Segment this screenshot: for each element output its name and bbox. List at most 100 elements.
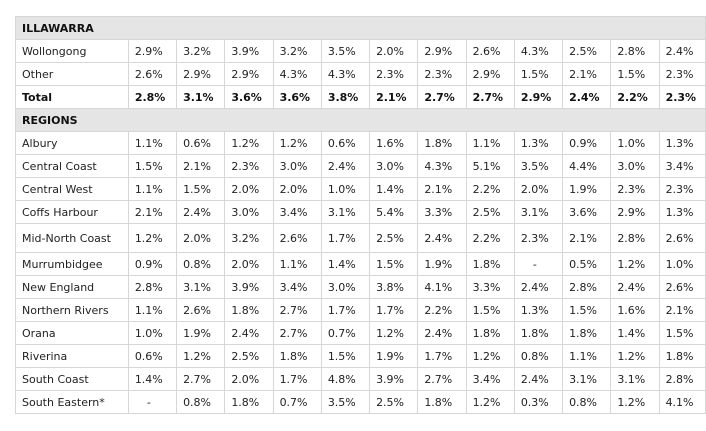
value-cell: 0.9% xyxy=(127,252,178,276)
value-cell: 1.2% xyxy=(127,223,178,253)
value-cell: 1.1% xyxy=(127,177,178,201)
value-cell: 2.3% xyxy=(417,62,467,86)
value-cell: 1.8% xyxy=(272,344,322,368)
value-cell: 2.7% xyxy=(272,298,322,322)
value-cell: 1.5% xyxy=(320,344,371,368)
value-cell: 3.5% xyxy=(320,390,371,414)
value-cell: 3.1% xyxy=(176,275,226,299)
value-cell: 1.8% xyxy=(224,390,274,414)
value-cell: 2.8% xyxy=(658,367,706,391)
value-cell: 1.4% xyxy=(320,252,371,276)
row-label: Albury xyxy=(15,131,129,155)
table-row: Murrumbidgee 0.9% 0.8% 2.0% 1.1% 1.4% 1.5% 1.9%… xyxy=(15,252,706,276)
value-cell: 0.6% xyxy=(127,344,178,368)
value-cell: 4.4% xyxy=(562,154,612,178)
value-cell: 2.5% xyxy=(224,344,274,368)
value-cell: 2.6% xyxy=(272,223,322,253)
value-cell: 2.0% xyxy=(369,39,419,63)
value-cell: 2.3% xyxy=(658,85,706,109)
value-cell: 0.8% xyxy=(513,344,564,368)
value-cell: 2.8% xyxy=(127,275,178,299)
row-label: Total xyxy=(15,85,129,109)
value-cell: 2.2% xyxy=(465,177,515,201)
table-row: Coffs Harbour 2.1% 2.4% 3.0% 3.4% 3.1% 5.4% 3.3… xyxy=(15,200,706,224)
value-cell: 2.1% xyxy=(562,62,612,86)
value-cell: 1.2% xyxy=(465,390,515,414)
value-cell: 1.9% xyxy=(562,177,612,201)
value-cell: 1.8% xyxy=(417,131,467,155)
value-cell: 1.4% xyxy=(610,321,660,345)
value-cell: 0.9% xyxy=(562,131,612,155)
value-cell: 2.1% xyxy=(658,298,706,322)
value-cell: 2.4% xyxy=(417,321,467,345)
value-cell: 2.9% xyxy=(513,85,564,109)
value-cell: 1.6% xyxy=(610,298,660,322)
value-cell: 1.2% xyxy=(610,390,660,414)
value-cell: 1.5% xyxy=(610,62,660,86)
value-cell: 3.4% xyxy=(272,200,322,224)
value-cell: 1.2% xyxy=(224,131,274,155)
value-cell: 2.9% xyxy=(176,62,226,86)
value-cell: 1.5% xyxy=(465,298,515,322)
value-cell: 3.8% xyxy=(320,85,371,109)
vacancy-rate-table: ILLAWARRA Wollongong 2.9% 3.2% 3.9% 3.2% 3.5% 2… xyxy=(15,16,706,414)
value-cell: 2.9% xyxy=(610,200,660,224)
value-cell: 1.0% xyxy=(127,321,178,345)
value-cell: 2.4% xyxy=(562,85,612,109)
value-cell: 2.0% xyxy=(272,177,322,201)
row-label: Murrumbidgee xyxy=(15,252,129,276)
table-row: Total 2.8% 3.1% 3.6% 3.6% 3.8% 2.1% 2.7% 2.7% 2.9… xyxy=(15,85,706,109)
value-cell: 3.9% xyxy=(224,275,274,299)
value-cell: 1.8% xyxy=(658,344,706,368)
value-cell: 2.4% xyxy=(513,367,564,391)
section-header-row-illawarra: ILLAWARRA xyxy=(15,16,706,40)
value-cell: 1.5% xyxy=(562,298,612,322)
value-cell: 4.1% xyxy=(417,275,467,299)
value-cell: 1.0% xyxy=(610,131,660,155)
value-cell: 1.4% xyxy=(369,177,419,201)
value-cell: 2.6% xyxy=(658,275,706,299)
row-label: Wollongong xyxy=(15,39,129,63)
table-row: Northern Rivers 1.1% 2.6% 1.8% 2.7% 1.7% 1.7% 2… xyxy=(15,298,706,322)
value-cell: 1.3% xyxy=(513,131,564,155)
value-cell: 0.6% xyxy=(320,131,371,155)
value-cell: 0.8% xyxy=(176,252,226,276)
value-cell: 1.7% xyxy=(320,298,371,322)
value-cell: 2.1% xyxy=(176,154,226,178)
value-cell: 1.2% xyxy=(465,344,515,368)
value-cell: 0.5% xyxy=(562,252,612,276)
value-cell: 4.3% xyxy=(513,39,564,63)
value-cell: 1.2% xyxy=(610,252,660,276)
value-cell: 1.7% xyxy=(272,367,322,391)
value-cell: 3.1% xyxy=(176,85,226,109)
value-cell: 1.8% xyxy=(465,321,515,345)
value-cell: 3.0% xyxy=(320,275,371,299)
value-cell: 2.2% xyxy=(417,298,467,322)
value-cell: 1.8% xyxy=(224,298,274,322)
value-cell: 2.7% xyxy=(465,85,515,109)
value-cell: 1.5% xyxy=(513,62,564,86)
value-cell: 3.6% xyxy=(562,200,612,224)
value-cell: 3.5% xyxy=(320,39,371,63)
value-cell: - xyxy=(513,252,564,276)
value-cell: 0.7% xyxy=(320,321,371,345)
value-cell: 4.8% xyxy=(320,367,371,391)
value-cell: - xyxy=(127,390,178,414)
value-cell: 3.4% xyxy=(272,275,322,299)
section-header-regions: REGIONS xyxy=(15,108,706,132)
value-cell: 3.1% xyxy=(610,367,660,391)
value-cell: 2.7% xyxy=(417,85,467,109)
value-cell: 2.1% xyxy=(562,223,612,253)
value-cell: 1.9% xyxy=(417,252,467,276)
table-row: Mid-North Coast 1.2% 2.0% 3.2% 2.6% 1.7% 2.5% 2… xyxy=(15,223,706,253)
value-cell: 2.9% xyxy=(224,62,274,86)
value-cell: 1.3% xyxy=(658,131,706,155)
value-cell: 5.1% xyxy=(465,154,515,178)
value-cell: 3.9% xyxy=(369,367,419,391)
value-cell: 2.9% xyxy=(127,39,178,63)
value-cell: 3.6% xyxy=(224,85,274,109)
table-row: Albury 1.1% 0.6% 1.2% 1.2% 0.6% 1.6% 1.8% 1.1% 1.… xyxy=(15,131,706,155)
value-cell: 1.7% xyxy=(369,298,419,322)
value-cell: 1.1% xyxy=(127,298,178,322)
value-cell: 3.1% xyxy=(562,367,612,391)
